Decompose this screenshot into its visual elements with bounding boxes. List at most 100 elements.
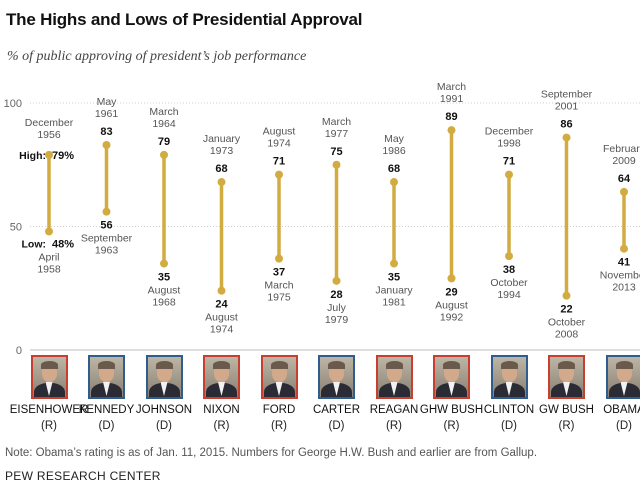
president-name: GW BUSH xyxy=(539,404,594,416)
party-label: (R) xyxy=(213,420,230,432)
low-point xyxy=(562,291,571,300)
source-credit: PEW RESEARCH CENTER xyxy=(5,469,161,483)
low-value-label: 24 xyxy=(215,299,228,311)
party-label: (D) xyxy=(501,420,517,432)
low-date-month: January xyxy=(375,285,413,297)
low-date-year: 1994 xyxy=(497,289,521,301)
low-value-label: 37 xyxy=(273,267,285,279)
low-date-month: July xyxy=(327,302,346,314)
party-label: (R) xyxy=(558,420,575,432)
y-tick-label: 100 xyxy=(4,98,22,110)
high-date-month: December xyxy=(25,117,74,129)
high-date-year: 1973 xyxy=(210,145,234,157)
low-date-month: March xyxy=(264,280,293,292)
high-point xyxy=(390,178,398,187)
low-date-month: September xyxy=(81,233,133,245)
president-portrait xyxy=(30,355,68,399)
high-point xyxy=(45,150,53,159)
high-value-label: 71 xyxy=(503,156,515,168)
low-date-month: November xyxy=(600,270,640,282)
high-caption: High: xyxy=(19,150,46,162)
party-label: (R) xyxy=(443,420,460,432)
high-point xyxy=(562,133,571,142)
party-label: (D) xyxy=(98,420,115,432)
president-name: CLINTON xyxy=(483,404,535,416)
high-date-year: 1961 xyxy=(95,108,119,120)
low-date-year: 1968 xyxy=(152,297,176,309)
president-portrait xyxy=(548,355,585,399)
president-portrait xyxy=(318,355,355,399)
low-date-year: 1963 xyxy=(95,245,119,257)
low-date-year: 1975 xyxy=(267,292,291,304)
y-tick-label: 0 xyxy=(16,345,22,357)
president-name: FORD xyxy=(262,404,296,416)
chart-subtitle: % of public approving of president’s job… xyxy=(7,49,307,64)
high-date-month: March xyxy=(437,81,466,93)
low-date-year: 1979 xyxy=(325,314,349,326)
chart-note: Note: Obama’s rating is as of Jan. 11, 2… xyxy=(5,447,538,459)
low-point xyxy=(620,244,628,253)
president-name: KENNEDY xyxy=(78,404,135,416)
y-tick-label: 50 xyxy=(10,222,22,234)
high-date-year: 1974 xyxy=(267,138,291,150)
low-value-label: 48% xyxy=(52,238,74,250)
president-portrait xyxy=(203,355,240,399)
high-point xyxy=(447,126,456,135)
low-date-year: 1974 xyxy=(210,324,234,336)
high-value-label: 71 xyxy=(273,156,285,168)
low-date-month: August xyxy=(148,285,181,297)
president-portrait xyxy=(260,355,298,399)
president-portrait xyxy=(88,355,125,399)
low-point xyxy=(160,259,168,268)
high-date-month: March xyxy=(322,116,351,128)
low-date-year: 2008 xyxy=(555,329,579,341)
high-date-year: 2009 xyxy=(612,155,636,167)
high-point xyxy=(217,178,226,187)
president-name: GHW BUSH xyxy=(419,404,484,416)
high-value-label: 89 xyxy=(445,111,457,123)
low-value-label: 35 xyxy=(158,272,170,284)
high-date-month: September xyxy=(541,89,593,101)
high-point xyxy=(332,160,341,169)
low-date-month: October xyxy=(548,317,586,329)
party-label: (R) xyxy=(41,420,57,432)
high-value-label: 79 xyxy=(158,136,170,148)
president-name: REAGAN xyxy=(369,404,419,416)
low-value-label: 41 xyxy=(618,257,630,269)
low-date-month: August xyxy=(205,312,238,324)
low-value-label: 29 xyxy=(445,286,457,298)
high-date-year: 2001 xyxy=(555,101,579,113)
low-value-label: 56 xyxy=(100,220,112,232)
high-date-year: 1986 xyxy=(382,145,406,157)
low-date-month: April xyxy=(38,251,59,263)
low-date-year: 2013 xyxy=(612,282,636,294)
high-point xyxy=(620,187,628,196)
president-portrait xyxy=(433,355,470,399)
low-caption: Low: xyxy=(22,238,47,250)
high-value-label: 75 xyxy=(330,146,342,158)
party-label: (D) xyxy=(156,420,172,432)
high-date-month: August xyxy=(263,126,296,138)
low-point xyxy=(332,276,341,285)
high-date-month: May xyxy=(97,96,118,108)
low-point xyxy=(505,252,513,261)
low-value-label: 38 xyxy=(503,264,515,276)
high-value-label: 68 xyxy=(215,163,227,175)
president-portrait xyxy=(490,355,528,399)
low-value-label: 22 xyxy=(560,304,572,316)
high-value-label: 86 xyxy=(560,119,572,131)
high-date-year: 1998 xyxy=(497,138,521,150)
high-date-year: 1991 xyxy=(440,93,464,105)
president-name: CARTER xyxy=(312,404,361,416)
high-value-label: 83 xyxy=(100,126,112,138)
party-label: (R) xyxy=(386,420,402,432)
low-value-label: 28 xyxy=(330,289,342,301)
low-point xyxy=(45,227,53,236)
high-date-month: March xyxy=(149,106,178,118)
high-date-year: 1977 xyxy=(325,128,349,140)
president-portrait xyxy=(605,355,640,399)
president-portrait xyxy=(145,355,183,399)
low-point xyxy=(217,286,226,295)
low-point xyxy=(390,259,398,268)
